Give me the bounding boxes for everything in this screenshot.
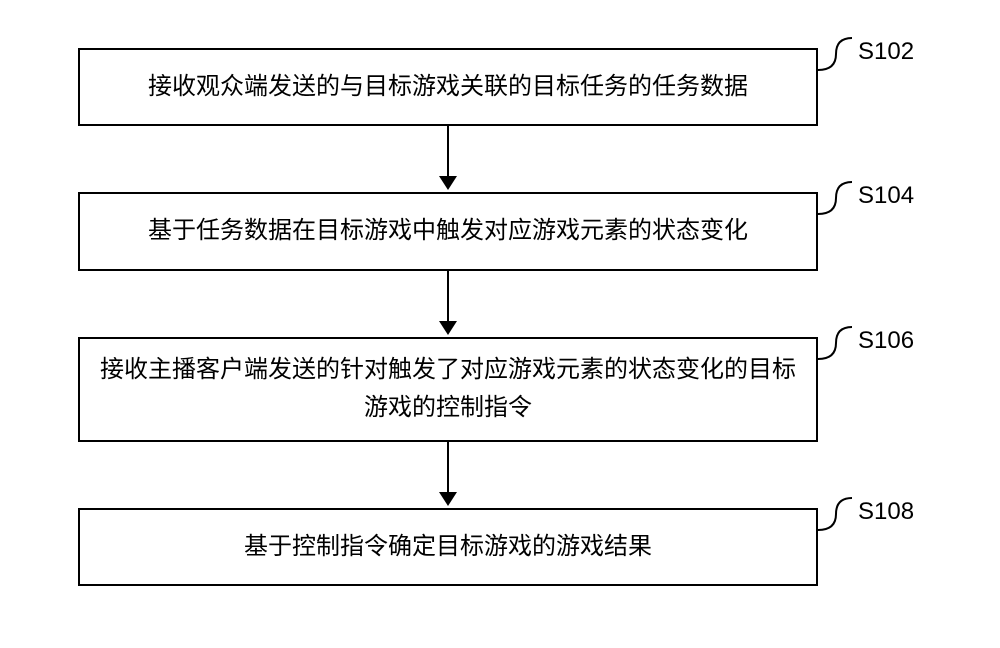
flow-arrow bbox=[78, 271, 818, 337]
flowchart-step: 基于控制指令确定目标游戏的游戏结果 S108 bbox=[78, 508, 918, 586]
flowchart-step: 接收主播客户端发送的针对触发了对应游戏元素的状态变化的目标游戏的控制指令 S10… bbox=[78, 337, 918, 442]
flow-arrow bbox=[78, 126, 818, 192]
step-label: S102 bbox=[858, 38, 914, 66]
flowchart-step: 基于任务数据在目标游戏中触发对应游戏元素的状态变化 S104 bbox=[78, 192, 918, 270]
step-label: S106 bbox=[858, 327, 914, 355]
step-box-s102: 接收观众端发送的与目标游戏关联的目标任务的任务数据 bbox=[78, 48, 818, 126]
step-label: S104 bbox=[858, 182, 914, 210]
step-text: 基于控制指令确定目标游戏的游戏结果 bbox=[244, 528, 652, 566]
step-text: 基于任务数据在目标游戏中触发对应游戏元素的状态变化 bbox=[148, 212, 748, 250]
step-box-s108: 基于控制指令确定目标游戏的游戏结果 bbox=[78, 508, 818, 586]
step-text: 接收观众端发送的与目标游戏关联的目标任务的任务数据 bbox=[148, 68, 748, 106]
flowchart-step: 接收观众端发送的与目标游戏关联的目标任务的任务数据 S102 bbox=[78, 48, 918, 126]
step-text: 接收主播客户端发送的针对触发了对应游戏元素的状态变化的目标游戏的控制指令 bbox=[100, 351, 796, 428]
step-box-s104: 基于任务数据在目标游戏中触发对应游戏元素的状态变化 bbox=[78, 192, 818, 270]
flowchart-diagram: 接收观众端发送的与目标游戏关联的目标任务的任务数据 S102 基于任务数据在目标… bbox=[78, 48, 918, 586]
step-box-s106: 接收主播客户端发送的针对触发了对应游戏元素的状态变化的目标游戏的控制指令 bbox=[78, 337, 818, 442]
step-label: S108 bbox=[858, 498, 914, 526]
flow-arrow bbox=[78, 442, 818, 508]
